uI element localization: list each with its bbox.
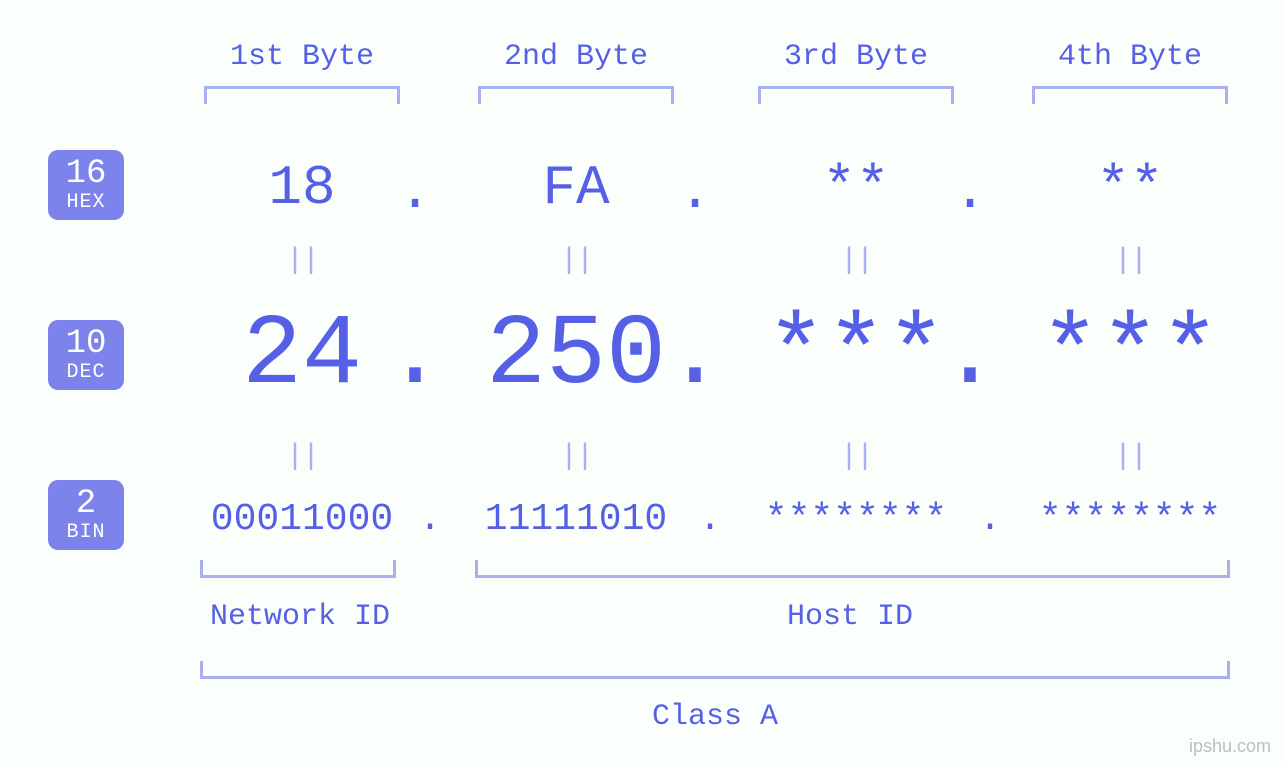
- bin-byte1: 00011000: [211, 498, 393, 541]
- byte3-bracket: [758, 86, 954, 104]
- eq-db-2: ||: [560, 440, 592, 474]
- bin-dot2: .: [699, 498, 722, 541]
- bin-dot3: .: [979, 498, 1002, 541]
- bin-badge: 2 BIN: [48, 480, 124, 550]
- hex-badge-label: HEX: [66, 192, 105, 213]
- bin-dot1: .: [419, 498, 442, 541]
- hex-dot1: .: [398, 160, 432, 224]
- dec-byte4: ***: [1040, 300, 1220, 413]
- dec-dot3: .: [940, 300, 1000, 413]
- byte4-bracket: [1032, 86, 1228, 104]
- hex-dot2: .: [678, 160, 712, 224]
- eq-db-4: ||: [1114, 440, 1146, 474]
- byte4-header: 4th Byte: [1058, 40, 1202, 74]
- eq-hd-4: ||: [1114, 244, 1146, 278]
- byte3-header: 3rd Byte: [784, 40, 928, 74]
- dec-badge-num: 10: [66, 327, 107, 363]
- host-id-label: Host ID: [787, 600, 913, 634]
- hex-byte3: **: [822, 156, 889, 220]
- eq-db-3: ||: [840, 440, 872, 474]
- hex-byte4: **: [1096, 156, 1163, 220]
- hex-badge-num: 16: [66, 157, 107, 193]
- dec-badge: 10 DEC: [48, 320, 124, 390]
- dec-dot2: .: [665, 300, 725, 413]
- eq-hd-1: ||: [286, 244, 318, 278]
- network-id-label: Network ID: [210, 600, 390, 634]
- byte1-header: 1st Byte: [230, 40, 374, 74]
- watermark: ipshu.com: [1189, 736, 1271, 757]
- dec-dot1: .: [385, 300, 445, 413]
- hex-byte2: FA: [542, 156, 609, 220]
- bin-byte3: ********: [765, 498, 947, 541]
- bin-byte2: 11111010: [485, 498, 667, 541]
- class-label: Class A: [652, 700, 778, 734]
- byte1-bracket: [204, 86, 400, 104]
- class-bracket: [200, 661, 1230, 679]
- dec-byte2: 250: [486, 300, 666, 413]
- dec-badge-label: DEC: [66, 362, 105, 383]
- hex-byte1: 18: [268, 156, 335, 220]
- hex-dot3: .: [953, 160, 987, 224]
- host-id-bracket: [475, 560, 1230, 578]
- eq-hd-3: ||: [840, 244, 872, 278]
- byte2-bracket: [478, 86, 674, 104]
- dec-byte1: 24: [242, 300, 362, 413]
- dec-byte3: ***: [766, 300, 946, 413]
- eq-db-1: ||: [286, 440, 318, 474]
- bin-badge-num: 2: [76, 487, 96, 523]
- bin-byte4: ********: [1039, 498, 1221, 541]
- ip-diagram: 1st Byte 2nd Byte 3rd Byte 4th Byte 16 H…: [0, 0, 1285, 767]
- eq-hd-2: ||: [560, 244, 592, 278]
- network-id-bracket: [200, 560, 396, 578]
- bin-badge-label: BIN: [66, 522, 105, 543]
- byte2-header: 2nd Byte: [504, 40, 648, 74]
- hex-badge: 16 HEX: [48, 150, 124, 220]
